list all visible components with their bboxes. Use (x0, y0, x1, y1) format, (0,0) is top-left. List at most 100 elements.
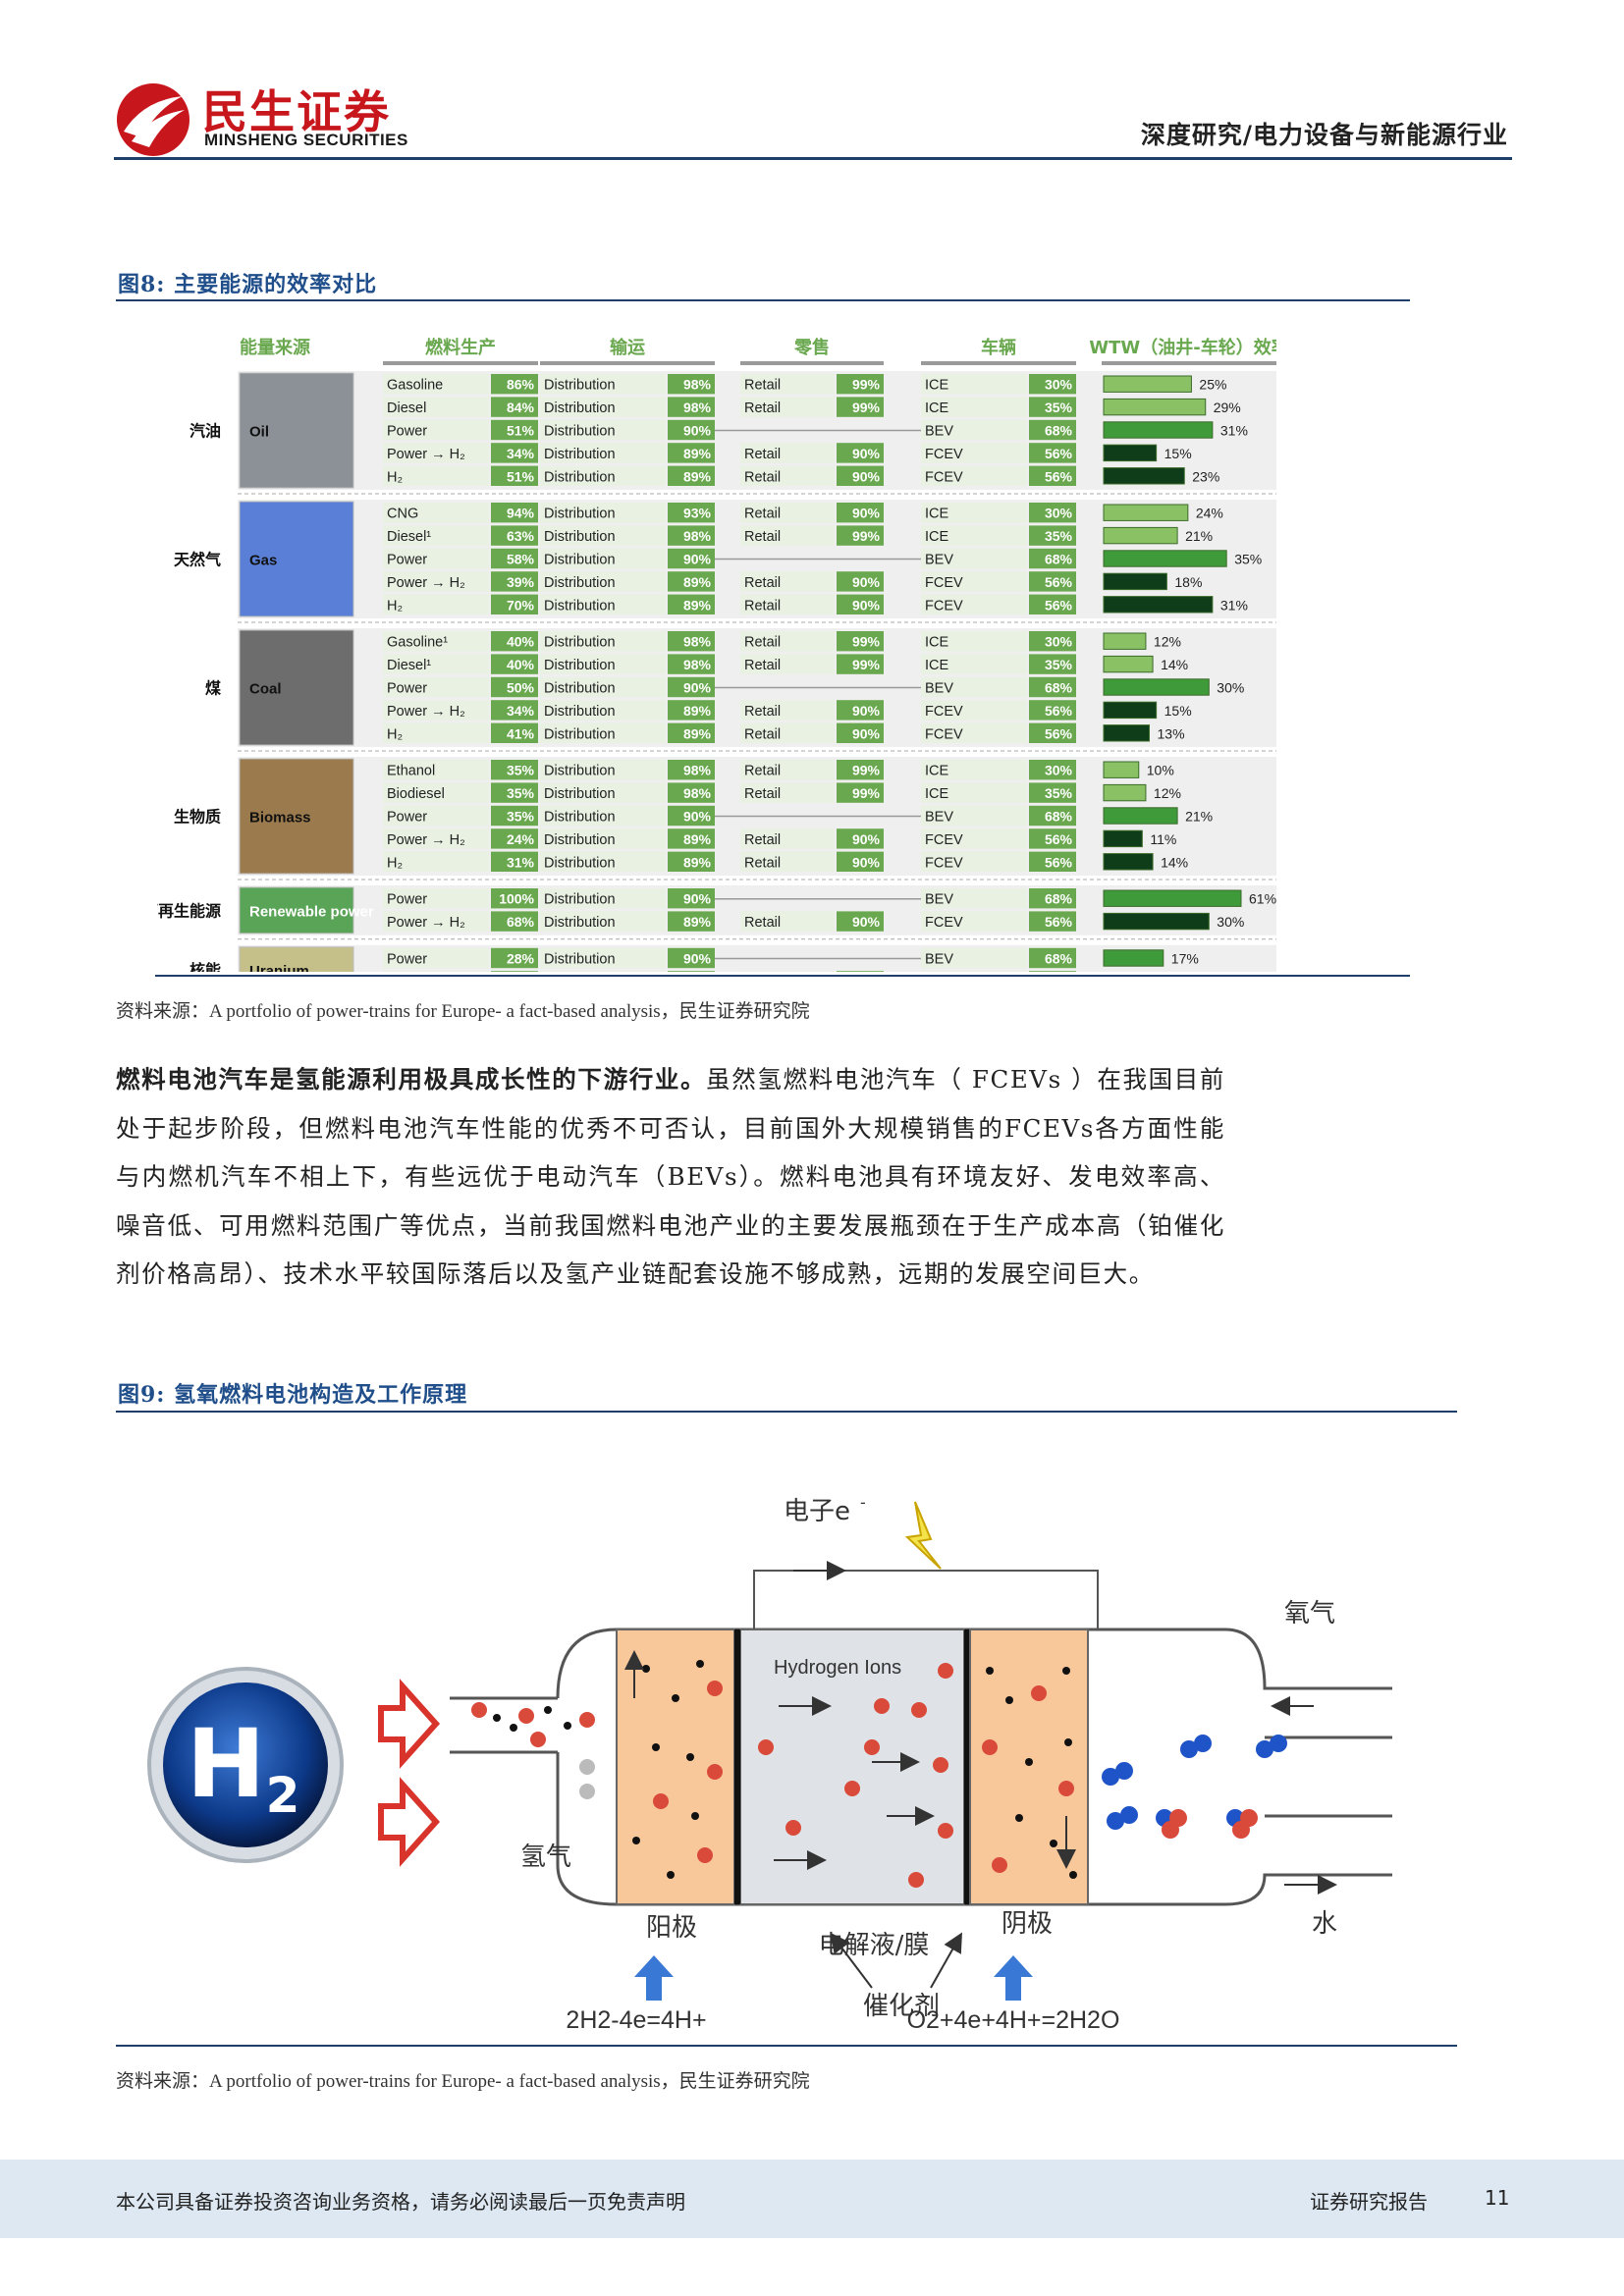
retail-eff: 90% (852, 468, 881, 484)
anode-particles (632, 1660, 723, 1879)
fuel-cell (383, 676, 489, 698)
retail-eff-cell (837, 525, 884, 546)
transport-eff-cell (668, 676, 715, 698)
vehicle-eff: 56% (1045, 725, 1073, 741)
transport-cell (540, 722, 666, 743)
transport-name: Distribution (544, 855, 616, 871)
retail-name: Retail (744, 832, 781, 848)
retail-eff-cell (837, 594, 884, 614)
transport-eff-cell (668, 851, 715, 872)
vehicle-name: FCEV (925, 575, 963, 591)
retail-eff: 90% (852, 574, 881, 590)
column-header-underline (540, 361, 715, 365)
brand-name-cn: 民生证券 (202, 85, 391, 138)
transport-eff-cell (668, 805, 715, 827)
vehicle-eff: 30% (1045, 763, 1073, 778)
wtw-value: 21% (1185, 809, 1213, 825)
retail-name: Retail (744, 400, 781, 416)
vehicle-name: FCEV (925, 855, 963, 871)
vehicle-name: FCEV (925, 469, 963, 485)
energy-source-image-label: Renewable power (249, 903, 374, 920)
vehicle-cell (921, 374, 1027, 395)
vehicle-eff-cell (1029, 548, 1076, 569)
fuel-name: H₂ (387, 469, 403, 485)
transport-name: Distribution (544, 575, 616, 591)
footer-bar (0, 2160, 1624, 2238)
retail-name: Retail (744, 915, 781, 931)
retail-eff: 90% (852, 914, 881, 930)
wtw-value: 31% (1220, 597, 1248, 613)
figure9-top-rule (116, 1411, 1457, 1413)
vehicle-cell (921, 700, 1027, 721)
retail-cell (740, 571, 835, 592)
electron-sup: - (860, 1493, 866, 1512)
retail-name: Retail (744, 726, 781, 742)
vehicle-name: ICE (925, 786, 949, 802)
vehicle-eff-cell (1029, 419, 1076, 441)
transport-cell (540, 419, 666, 441)
transport-name: Distribution (544, 681, 616, 697)
retail-cell (740, 374, 835, 395)
retail-cell (740, 397, 835, 417)
vehicle-eff: 68% (1045, 951, 1073, 967)
retail-cell (740, 503, 835, 523)
hydrogen-ions-label: Hydrogen Ions (774, 1657, 901, 1679)
retail-eff: 99% (852, 528, 881, 544)
vehicle-name: FCEV (925, 915, 963, 931)
retail-name: Retail (744, 704, 781, 720)
vehicle-name: ICE (925, 529, 949, 545)
transport-eff-cell (668, 465, 715, 486)
transport-cell (540, 503, 666, 523)
transport-eff-cell (668, 782, 715, 803)
company-logo-icon (117, 83, 189, 156)
header-divider (114, 157, 1512, 160)
wtw-bar (1103, 632, 1147, 650)
transport-cell (540, 548, 666, 569)
fuel-name: Power (387, 952, 427, 968)
transport-eff: 89% (683, 725, 712, 741)
fuel-eff: 68% (507, 914, 535, 930)
retail-eff: 90% (852, 506, 881, 521)
transport-name: Distribution (544, 598, 616, 614)
hydrogen-particles (471, 1702, 595, 1799)
transport-eff: 98% (683, 377, 712, 393)
electrolyte-label: 电解液/膜 (819, 1931, 930, 1960)
catalyst-label: 催化剂 (863, 1992, 940, 2021)
fuel-name: H₂ (387, 855, 403, 871)
vehicle-eff: 68% (1045, 552, 1073, 567)
fuel-eff-cell (491, 971, 538, 972)
vehicle-name: BEV (925, 553, 953, 568)
transport-name: Distribution (544, 658, 616, 673)
wtw-bar (1103, 504, 1189, 521)
transport-cell (540, 594, 666, 614)
electron-label: 电子e (784, 1497, 850, 1526)
h2-symbol: H (187, 1709, 265, 1819)
energy-source-image-label: Uranium (249, 963, 309, 972)
electrolyte-particles (758, 1663, 953, 1888)
transport-eff-cell (668, 525, 715, 546)
retail-eff: 99% (852, 785, 881, 801)
transport-cell (540, 676, 666, 698)
transport-eff: 90% (683, 680, 712, 696)
vehicle-name: FCEV (925, 598, 963, 614)
transport-name: Distribution (544, 704, 616, 720)
retail-eff-cell (837, 700, 884, 721)
wtw-bar (1103, 444, 1158, 462)
vehicle-eff: 35% (1045, 400, 1073, 415)
fuel-eff-cell (491, 911, 538, 932)
column-header: 输运 (610, 337, 645, 358)
retail-cell (740, 631, 835, 652)
vehicle-name: ICE (925, 635, 949, 651)
retail-cell (740, 828, 835, 849)
fuel-cell (383, 851, 489, 872)
vehicle-cell (921, 911, 1027, 932)
transport-eff: 90% (683, 552, 712, 567)
wtw-value: 24% (1196, 506, 1223, 521)
fuel-cell (383, 397, 489, 417)
retail-eff: 90% (852, 854, 881, 870)
oxygen-label: 氧气 (1284, 1599, 1335, 1629)
vehicle-eff: 56% (1045, 831, 1073, 847)
vehicle-eff-cell (1029, 676, 1076, 698)
fuel-cell (383, 374, 489, 395)
wtw-value: 10% (1147, 763, 1174, 778)
